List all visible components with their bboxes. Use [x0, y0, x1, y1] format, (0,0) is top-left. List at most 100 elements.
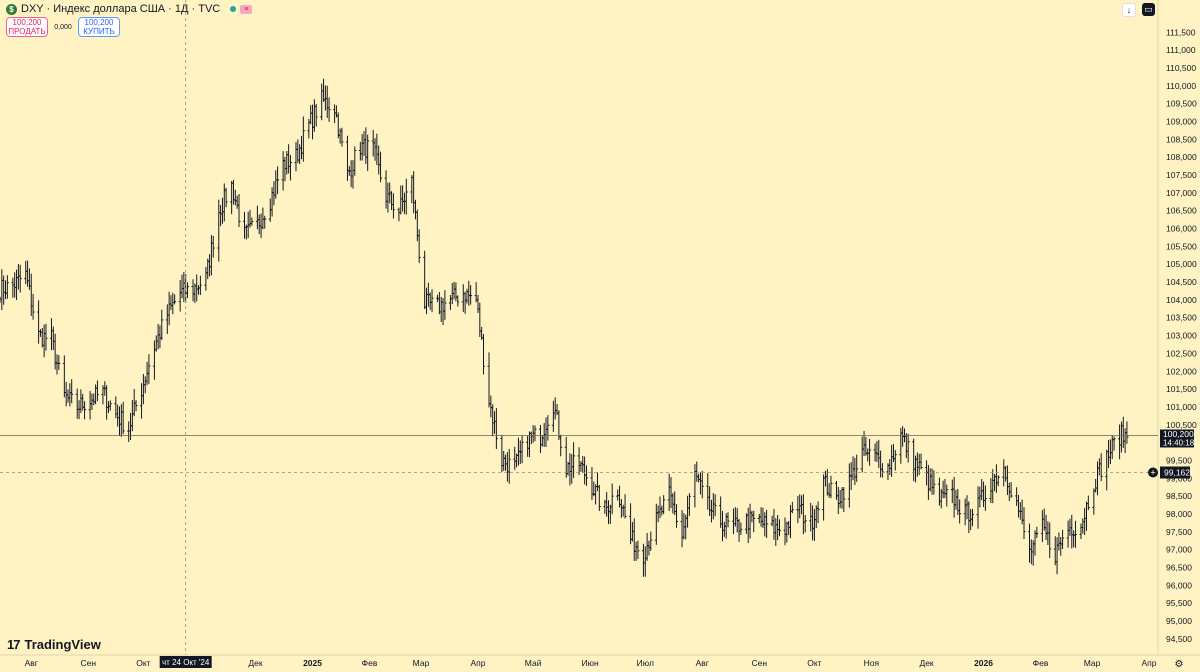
price-bar [720, 511, 724, 542]
price-tick-label: 95,000 [1166, 616, 1192, 626]
price-bar [413, 199, 417, 220]
price-bar [272, 181, 276, 206]
buy-button[interactable]: 100,200 КУПИТЬ [78, 17, 120, 37]
price-bar [595, 472, 599, 492]
price-bar [222, 183, 226, 222]
price-bar [594, 484, 598, 505]
price-bar [1068, 518, 1072, 536]
price-bar [952, 476, 956, 518]
symbol-title[interactable]: DXY · Индекс доллара США · 1Д · TVC [21, 3, 221, 15]
price-bar [1004, 466, 1008, 482]
price-bar [94, 384, 98, 405]
price-bar [783, 517, 787, 546]
price-bar [79, 389, 83, 413]
price-bar [349, 160, 353, 188]
price-bar [801, 494, 805, 535]
price-bar [976, 486, 980, 529]
tradingview-logo[interactable]: 17 TradingView [7, 637, 101, 652]
price-bar [40, 327, 44, 348]
sell-button[interactable]: 100,200 ПРОДАТЬ [6, 17, 48, 37]
price-bar [1040, 510, 1044, 543]
price-bar [812, 509, 816, 541]
price-bar [660, 505, 664, 516]
price-bar [836, 486, 840, 515]
price-tick-label: 95,500 [1166, 598, 1192, 608]
price-bar [823, 470, 827, 487]
price-bar [404, 178, 408, 215]
price-bar [430, 289, 434, 313]
arrow-down-icon[interactable]: ↓ [1122, 3, 1136, 17]
price-bar [298, 144, 302, 165]
price-bar [675, 504, 679, 528]
price-bar [169, 295, 173, 310]
price-bar [117, 406, 121, 436]
price-bar [965, 495, 969, 520]
price-bar [816, 501, 820, 524]
price-bar [502, 450, 506, 471]
sell-price: 100,200 [12, 18, 42, 27]
price-bar [296, 139, 300, 164]
price-bar [29, 273, 33, 316]
price-bar [971, 508, 975, 527]
price-bar [105, 385, 109, 420]
price-bar [629, 503, 633, 545]
price-bar [160, 309, 164, 341]
price-bar [325, 85, 329, 118]
price-bar [108, 400, 112, 411]
price-bar [739, 522, 743, 535]
price-bar [983, 485, 987, 511]
price-bar [787, 521, 791, 536]
price-bar [790, 501, 794, 514]
price-bar [553, 397, 557, 420]
price-bar [958, 499, 962, 524]
price-bar [834, 480, 838, 500]
price-bar [732, 508, 736, 535]
price-bar [158, 325, 162, 349]
price-bar [698, 472, 702, 495]
time-tick-label: Апр [470, 658, 485, 668]
price-bar [327, 97, 331, 122]
price-bar [1121, 416, 1125, 448]
time-tick-label: Июн [582, 658, 599, 668]
price-bar [811, 505, 815, 541]
price-bar [288, 155, 292, 181]
price-bar [693, 464, 697, 508]
price-bar [55, 354, 59, 375]
dollar-icon: $ [6, 3, 17, 15]
price-bar [656, 505, 660, 523]
price-bar [752, 510, 756, 533]
time-tick-label: Окт [807, 658, 821, 668]
price-bar [862, 430, 866, 457]
price-bar [77, 400, 81, 420]
countdown-label: 14:40:18 [1163, 438, 1195, 447]
price-bar [127, 421, 131, 442]
price-bar [386, 182, 390, 213]
price-tick-label: 96,000 [1166, 580, 1192, 590]
price-bar [312, 99, 316, 132]
chart-settings-icon[interactable]: ▭ [1142, 3, 1155, 16]
price-tick-label: 106,000 [1166, 224, 1197, 234]
price-bar [880, 463, 884, 478]
price-bar [978, 486, 982, 508]
price-bar [583, 456, 587, 485]
price-bar [62, 355, 66, 398]
price-bar [1018, 502, 1022, 520]
price-bar [399, 185, 403, 215]
price-bar [866, 448, 870, 462]
logo-text: TradingView [24, 637, 101, 652]
price-bar [15, 269, 19, 301]
price-bar [954, 489, 958, 510]
price-bar [956, 488, 960, 515]
price-bar [333, 104, 337, 124]
price-tick-label: 98,000 [1166, 509, 1192, 519]
price-bar [51, 326, 55, 351]
price-bar [777, 519, 781, 537]
price-bar [1110, 435, 1114, 459]
price-bar [967, 501, 971, 533]
price-bar [415, 209, 419, 242]
flag-icon[interactable]: ≡ [240, 4, 253, 14]
price-bar [912, 438, 916, 482]
price-bar [623, 494, 627, 519]
